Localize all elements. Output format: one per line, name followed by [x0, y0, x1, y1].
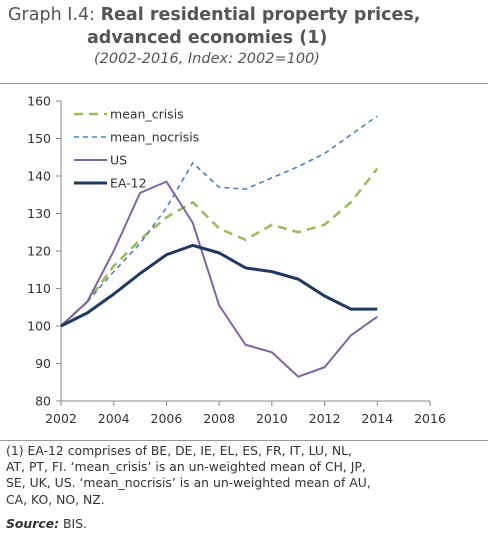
chart-title-block: Graph I.4: Real residential property pri… [0, 4, 488, 69]
y-tick-label: 140 [27, 169, 51, 184]
x-tick-label: 2016 [414, 411, 446, 426]
chart-title-main: Real residential property prices, [100, 5, 421, 25]
y-tick-label: 130 [27, 206, 51, 221]
top-divider [0, 83, 488, 84]
chart-legend: mean_crisis mean_nocrisis US EA-12 [74, 107, 199, 191]
x-tick-label: 2012 [309, 411, 341, 426]
x-tick-label: 2004 [98, 411, 130, 426]
bottom-divider [0, 440, 488, 441]
chart-source: Source: BIS. [6, 516, 87, 532]
legend-label-mean-crisis: mean_crisis [110, 107, 184, 122]
y-tick-label: 80 [35, 394, 51, 409]
footnote-line-4: CA, KO, NO, NZ. [6, 491, 105, 507]
x-tick-label: 2008 [203, 411, 235, 426]
chart-title-line-1: Graph I.4: Real residential property pri… [0, 4, 488, 27]
series-line-ea-12 [60, 243, 378, 328]
x-tick-label: 2014 [361, 411, 393, 426]
graph-number-label: Graph I.4: [8, 5, 95, 25]
y-tick-label: 120 [27, 244, 51, 259]
chart-plot: 80 90 100 110 120 130 140 150 160 2002 2004 2006 200… [27, 94, 446, 427]
source-text: BIS. [63, 516, 87, 531]
y-tick-label: 110 [27, 281, 51, 296]
chart-axes: 80 90 100 110 120 130 140 150 160 2002 2004 2006 200… [27, 94, 446, 427]
footnote-line-2: AT, PT, FI. ‘mean_crisis’ is an un-weigh… [6, 459, 366, 475]
footnote-line-3: SE, UK, US. ‘mean_nocrisis’ is an un-wei… [6, 475, 371, 491]
legend-label-mean-nocrisis: mean_nocrisis [110, 130, 199, 145]
series-line-mean-nocrisis [60, 115, 378, 327]
footnote-line-1: (1) EA-12 comprises of BE, DE, IE, EL, E… [6, 443, 352, 458]
chart-footnote: (1) EA-12 comprises of BE, DE, IE, EL, E… [6, 443, 484, 508]
chart-subtitle: (2002-2016, Index: 2002=100) [94, 51, 320, 67]
chart-title-line-2: advanced economies (1) [87, 28, 328, 48]
x-tick-label: 2006 [151, 411, 183, 426]
x-tick-label: 2010 [256, 411, 288, 426]
legend-label-us: US [110, 153, 127, 168]
y-tick-label: 150 [27, 131, 51, 146]
legend-label-ea-12: EA-12 [110, 176, 147, 191]
y-tick-label: 100 [27, 319, 51, 334]
series-line-us [60, 180, 378, 378]
source-label: Source: [6, 516, 60, 531]
series-line-mean-crisis [60, 167, 379, 327]
y-tick-label: 90 [35, 356, 51, 371]
x-tick-label: 2002 [45, 411, 77, 426]
y-tick-label: 160 [27, 94, 51, 109]
chart-series-group [60, 115, 379, 378]
